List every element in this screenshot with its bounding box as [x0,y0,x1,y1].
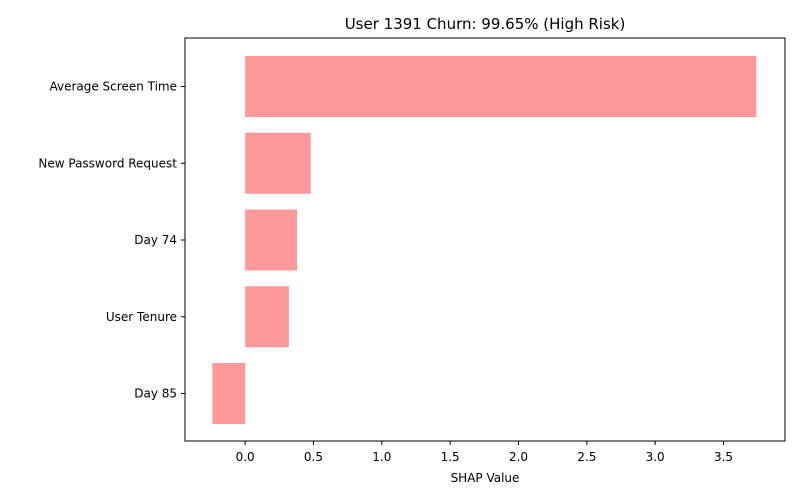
bar-user-tenure [245,286,289,348]
x-tick-label: 3.5 [714,450,733,464]
y-tick-label: New Password Request [38,156,177,170]
x-axis-label: SHAP Value [451,471,520,485]
x-tick-label: 0.0 [236,450,255,464]
x-tick-label: 2.5 [577,450,596,464]
y-tick-label: Day 74 [134,233,177,247]
x-tick-label: 1.0 [372,450,391,464]
x-axis: 0.0 0.5 1.0 1.5 2.0 2.5 3.0 3.5 [236,441,733,464]
chart-title: User 1391 Churn: 99.65% (High Risk) [345,15,626,33]
x-tick-label: 1.5 [441,450,460,464]
bar-new-password-request [245,132,311,194]
x-tick-label: 0.5 [304,450,323,464]
x-tick-label: 2.0 [509,450,528,464]
bar-average-screen-time [245,56,757,117]
y-tick-label: Day 85 [134,387,177,401]
x-tick-label: 3.0 [646,450,665,464]
bar-day-85 [212,363,246,424]
y-tick-label: Average Screen Time [49,80,177,94]
bar-day-74 [245,209,298,271]
bars-group [212,56,757,424]
y-tick-label: User Tenure [106,310,177,324]
y-axis: Average Screen Time New Password Request D… [38,80,185,401]
